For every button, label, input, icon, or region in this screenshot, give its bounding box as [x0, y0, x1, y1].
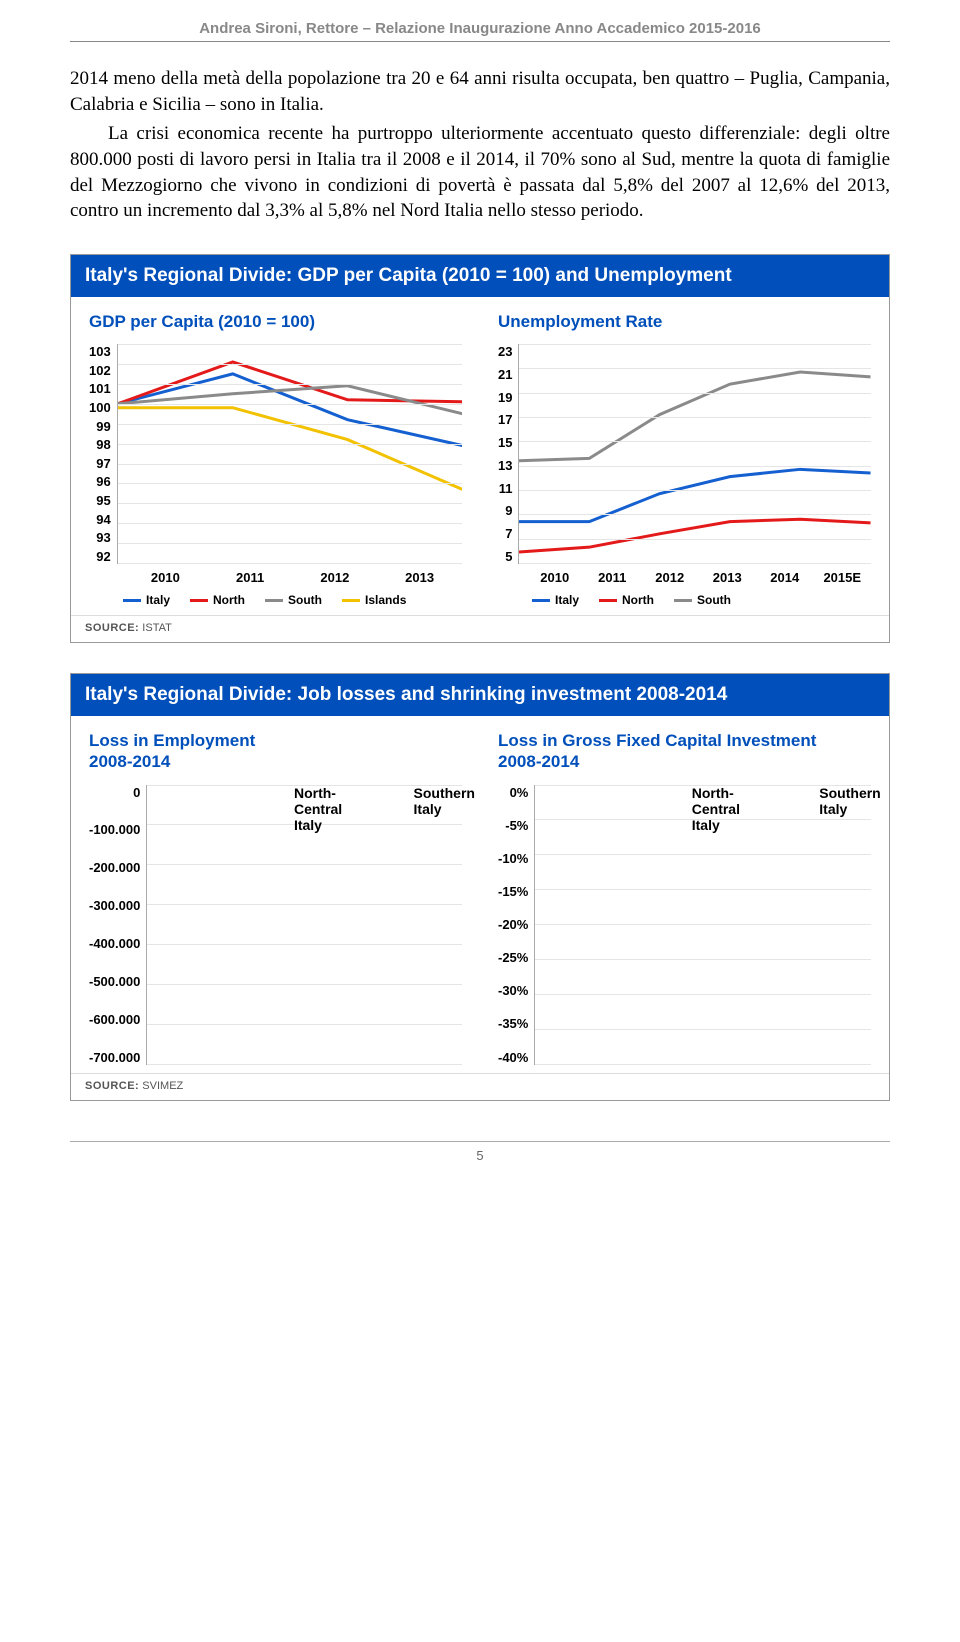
- chart-2: Italy's Regional Divide: Job losses and …: [70, 673, 890, 1101]
- chart-2-source: SOURCE: SVIMEZ: [71, 1073, 889, 1100]
- chart-1-left-xaxis: 2010201120122013: [89, 570, 462, 585]
- chart-2-title: Italy's Regional Divide: Job losses and …: [71, 674, 889, 716]
- chart-2-source-value: SVIMEZ: [142, 1080, 183, 1092]
- chart-1-left-plot: [117, 344, 462, 564]
- chart-2-left-panel: Loss in Employment 2008-2014 0-100.000-2…: [71, 716, 480, 1073]
- chart-1-right-legend: ItalyNorthSouth: [498, 593, 871, 607]
- chart-2-right-panel: Loss in Gross Fixed Capital Investment 2…: [480, 716, 889, 1073]
- page-number: 5: [70, 1141, 890, 1163]
- chart-1-title: Italy's Regional Divide: GDP per Capita …: [71, 255, 889, 297]
- chart-2-left-yaxis: 0-100.000-200.000-300.000-400.000-500.00…: [89, 785, 146, 1065]
- body-text: 2014 meno della metà della popolazione t…: [70, 66, 890, 224]
- chart-1-left-yaxis: 1031021011009998979695949392: [89, 344, 117, 564]
- chart-1-source-label: SOURCE:: [85, 622, 139, 634]
- chart-1-right-plot: [518, 344, 871, 564]
- chart-1-source: SOURCE: ISTAT: [71, 615, 889, 642]
- page-header: Andrea Sironi, Rettore – Relazione Inaug…: [70, 20, 890, 42]
- chart-2-right-title: Loss in Gross Fixed Capital Investment 2…: [498, 730, 871, 773]
- chart-1-right-panel: Unemployment Rate 23211917151311975 2010…: [480, 297, 889, 615]
- chart-1-left-panel: GDP per Capita (2010 = 100) 103102101100…: [71, 297, 480, 615]
- chart-1: Italy's Regional Divide: GDP per Capita …: [70, 254, 890, 643]
- chart-1-right-xaxis: 201020112012201320142015E: [498, 570, 871, 585]
- paragraph-1: 2014 meno della metà della popolazione t…: [70, 66, 890, 117]
- chart-1-right-title: Unemployment Rate: [498, 311, 871, 332]
- paragraph-2: La crisi economica recente ha purtroppo …: [70, 121, 890, 224]
- chart-2-source-label: SOURCE:: [85, 1080, 139, 1092]
- chart-2-left-plot: North- Central ItalySouthern Italy: [146, 785, 462, 1065]
- chart-2-left-title: Loss in Employment 2008-2014: [89, 730, 462, 773]
- chart-1-left-title: GDP per Capita (2010 = 100): [89, 311, 462, 332]
- chart-2-right-plot: North- Central ItalySouthern Italy: [534, 785, 871, 1065]
- chart-1-source-value: ISTAT: [142, 622, 172, 634]
- chart-1-left-legend: ItalyNorthSouthIslands: [89, 593, 462, 607]
- chart-1-right-yaxis: 23211917151311975: [498, 344, 518, 564]
- chart-2-right-yaxis: 0%-5%-10%-15%-20%-25%-30%-35%-40%: [498, 785, 534, 1065]
